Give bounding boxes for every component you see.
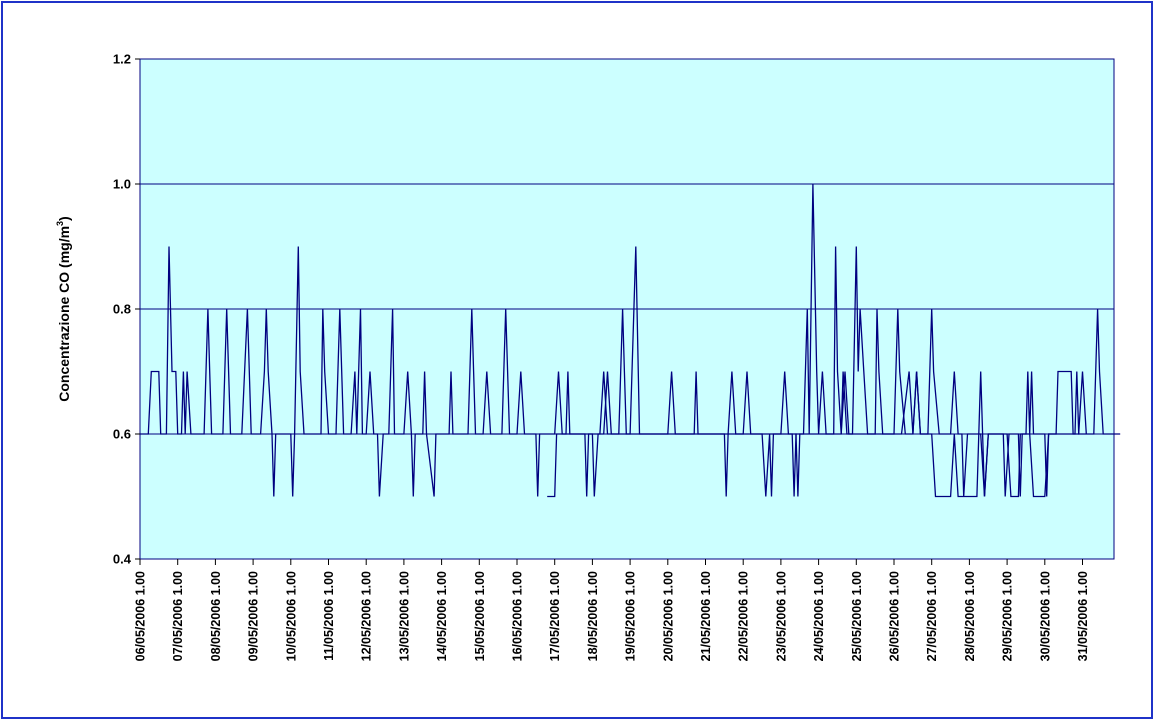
x-tick-label: 07/05/2006 1.00 — [171, 571, 185, 661]
x-tick-label: 26/05/2006 1.00 — [888, 571, 902, 661]
x-tick-label: 21/05/2006 1.00 — [699, 571, 713, 661]
series-line-segment — [547, 370, 1087, 498]
x-tick-label: 13/05/2006 1.00 — [397, 571, 411, 661]
x-tick-label: 29/05/2006 1.00 — [1001, 571, 1015, 661]
y-axis-ticks: 0.4 0.6 0.8 1.0 1.2 — [113, 52, 140, 567]
x-tick-label: 08/05/2006 1.00 — [209, 571, 223, 661]
y-axis-title-main: Concentrazione CO (mg/m — [56, 226, 72, 402]
x-tick-label: 31/05/2006 1.00 — [1076, 571, 1090, 661]
x-tick-label: 11/05/2006 1.00 — [322, 571, 336, 661]
x-tick-label: 24/05/2006 1.00 — [812, 571, 826, 661]
x-tick-label: 19/05/2006 1.00 — [624, 571, 638, 661]
x-tick-label: 10/05/2006 1.00 — [284, 571, 298, 661]
x-tick-label: 20/05/2006 1.00 — [661, 571, 675, 661]
x-tick-label: 22/05/2006 1.00 — [737, 571, 751, 661]
x-tick-label: 28/05/2006 1.00 — [963, 571, 977, 661]
y-tick-label: 0.6 — [113, 427, 131, 442]
co-concentration-chart: 0.4 0.6 0.8 1.0 1.2 06/05/2006 1.00 07/05/200… — [55, 52, 1121, 661]
x-tick-label: 23/05/2006 1.00 — [774, 571, 788, 661]
x-tick-label: 17/05/2006 1.00 — [548, 571, 562, 661]
y-axis-title-close: ) — [56, 216, 72, 221]
y-tick-label: 0.8 — [113, 302, 131, 317]
x-tick-label: 15/05/2006 1.00 — [473, 571, 487, 661]
x-tick-label: 06/05/2006 1.00 — [134, 571, 148, 661]
x-tick-label: 25/05/2006 1.00 — [850, 571, 864, 661]
y-axis-title: Concentrazione CO (mg/m3) — [55, 216, 72, 401]
data-series — [140, 183, 1121, 498]
x-tick-label: 09/05/2006 1.00 — [247, 571, 261, 661]
x-tick-label: 12/05/2006 1.00 — [360, 571, 374, 661]
y-tick-label: 1.0 — [113, 177, 131, 192]
x-tick-label: 27/05/2006 1.00 — [925, 571, 939, 661]
x-tick-label: 30/05/2006 1.00 — [1038, 571, 1052, 661]
x-tick-label: 14/05/2006 1.00 — [435, 571, 449, 661]
y-axis-title-sup: 3 — [55, 221, 65, 226]
x-axis-ticks: 06/05/2006 1.00 07/05/2006 1.00 08/05/2006… — [134, 559, 1090, 661]
series-line — [140, 183, 1121, 497]
x-tick-label: 16/05/2006 1.00 — [511, 571, 525, 661]
y-tick-label: 1.2 — [113, 52, 131, 67]
x-tick-label: 18/05/2006 1.00 — [586, 571, 600, 661]
y-tick-label: 0.4 — [113, 552, 132, 567]
